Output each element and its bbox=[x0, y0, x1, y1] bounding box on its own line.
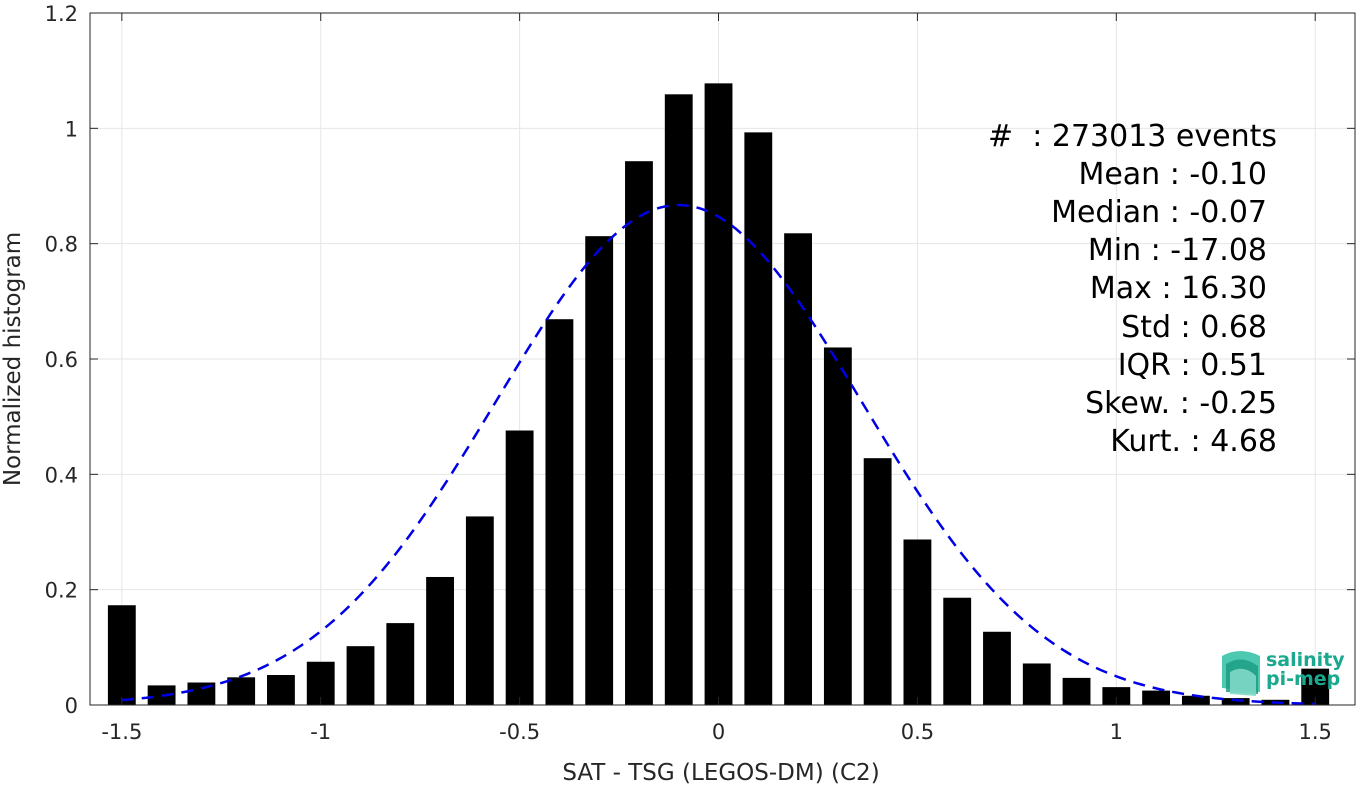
x-tick-label: 0.5 bbox=[901, 720, 934, 744]
stat-mean: Mean : -0.10 bbox=[1078, 157, 1267, 192]
stat-max: Max : 16.30 bbox=[1090, 271, 1267, 306]
x-tick-label: -0.5 bbox=[499, 720, 540, 744]
histogram-bar bbox=[1142, 690, 1171, 705]
x-tick-label: 1 bbox=[1110, 720, 1123, 744]
logo-text-line2: pi-mep bbox=[1266, 668, 1340, 690]
x-tick-label: 0 bbox=[712, 720, 725, 744]
axes-frame bbox=[89, 12, 1356, 706]
histogram-bar bbox=[505, 430, 534, 705]
histogram-bar bbox=[187, 682, 216, 705]
stats-panel: # : 273013 events Mean : -0.10 Median : … bbox=[988, 119, 1277, 459]
histogram-bar bbox=[585, 236, 614, 706]
stat-median: Median : -0.07 bbox=[1051, 195, 1267, 230]
histogram-bar bbox=[1181, 695, 1210, 705]
histogram-bar bbox=[704, 83, 733, 705]
histogram-bar bbox=[625, 161, 653, 705]
histogram-bar bbox=[426, 576, 454, 705]
histogram-bar bbox=[943, 597, 972, 705]
fit-curve-group bbox=[121, 203, 1316, 706]
x-tick-label: -1 bbox=[310, 720, 331, 744]
fit-curve-line bbox=[121, 203, 1316, 706]
y-tick-label: 0.8 bbox=[45, 233, 78, 257]
stat-std: Std : 0.68 bbox=[1121, 310, 1267, 345]
salinity-pi-mep-logo: salinity pi-mep bbox=[1222, 649, 1345, 696]
histogram-bar bbox=[823, 347, 852, 705]
y-tick-label: 1.2 bbox=[45, 2, 78, 26]
stat-skew: Skew. : -0.25 bbox=[1085, 386, 1277, 421]
x-tick-label: 1.5 bbox=[1299, 720, 1332, 744]
logo-waves-icon bbox=[1222, 651, 1260, 696]
histogram-bar bbox=[1102, 687, 1131, 705]
y-tick-label: 0.2 bbox=[45, 579, 78, 603]
histogram-bar bbox=[386, 623, 415, 705]
x-axis-title: SAT - TSG (LEGOS-DM) (C2) bbox=[562, 760, 879, 785]
y-tick-label: 0.4 bbox=[45, 463, 78, 487]
histogram-bar bbox=[107, 605, 136, 705]
histogram-bar bbox=[267, 675, 295, 705]
y-tick-label: 0.6 bbox=[45, 348, 78, 372]
histogram-bar bbox=[863, 458, 892, 705]
y-axis-title: Normalized histogram bbox=[0, 232, 26, 486]
histogram-bar bbox=[1022, 663, 1051, 705]
histogram-bar bbox=[983, 631, 1011, 705]
histogram-bar bbox=[903, 539, 932, 705]
histogram-bar bbox=[346, 646, 375, 705]
stat-min: Min : -17.08 bbox=[1088, 233, 1267, 268]
logo-text-line1: salinity bbox=[1266, 649, 1345, 671]
y-tick-label: 1 bbox=[65, 117, 78, 141]
y-tick-labels: 0 0.2 0.4 0.6 0.8 1 1.2 bbox=[45, 2, 78, 718]
histogram-bar bbox=[1221, 698, 1250, 705]
stat-iqr: IQR : 0.51 bbox=[1118, 348, 1267, 383]
stat-kurt: Kurt. : 4.68 bbox=[1110, 424, 1277, 459]
histogram-bar bbox=[465, 516, 494, 705]
bars-group bbox=[107, 83, 1330, 706]
histogram-bar bbox=[744, 132, 773, 705]
histogram-bar bbox=[1062, 677, 1091, 705]
x-tick-label: -1.5 bbox=[101, 720, 142, 744]
x-tick-labels: -1.5 -1 -0.5 0 0.5 1 1.5 bbox=[101, 720, 1332, 744]
y-tick-label: 0 bbox=[65, 694, 78, 718]
histogram-bar bbox=[227, 677, 256, 705]
histogram-bar bbox=[784, 233, 813, 705]
stat-events: # : 273013 events bbox=[988, 119, 1277, 154]
histogram-bar bbox=[545, 319, 574, 705]
histogram-bar bbox=[664, 94, 693, 705]
